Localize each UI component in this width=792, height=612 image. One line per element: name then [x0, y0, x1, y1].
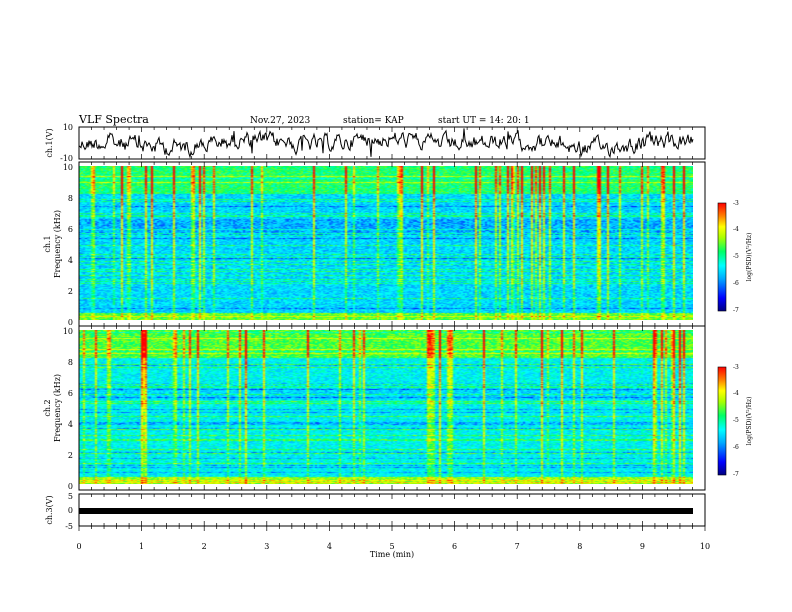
ch1-cb-tick-m7: -7 [733, 307, 739, 314]
ch1-spec-ytick-10: 10 [63, 163, 73, 172]
xtick-6: 6 [452, 542, 457, 551]
ch2-cb-tick-m6: -6 [733, 444, 739, 451]
xtick-7: 7 [515, 542, 520, 551]
ch2-spec-ylabel: Frequency (kHz) [53, 374, 62, 442]
ch2-spec-ytick-4: 4 [68, 420, 73, 429]
ch1-ytick-bottom: -10 [60, 154, 73, 163]
ch1-spectrogram-image [79, 166, 693, 320]
date-label: Nov.27, 2023 [250, 116, 311, 126]
ch3-ytick-m5: -5 [65, 522, 73, 531]
ch2-spec-ytick-0: 0 [68, 482, 73, 491]
ch2-spec-channel-label: ch.2 [43, 399, 52, 416]
x-axis-label: Time (min) [370, 550, 414, 559]
ch1-spec-ytick-2: 2 [68, 287, 73, 296]
ch1-spec-channel-label: ch.1 [43, 235, 52, 252]
ch1-spec-ytick-4: 4 [68, 256, 73, 265]
ch3-ytick-5: 5 [68, 492, 73, 501]
ch1-waveform-panel: 10 -10 ch.1(V) [45, 123, 706, 163]
ch2-cb-tick-m7: -7 [733, 471, 739, 478]
x-axis: 0 1 2 3 4 5 6 7 8 9 10 Time (min) [76, 542, 710, 559]
xtick-0: 0 [76, 542, 81, 551]
xtick-9: 9 [640, 542, 645, 551]
ch1-spectrogram-panel: 10 8 6 4 2 0 ch.1 Frequency (kHz) -3 -4 … [43, 161, 753, 327]
xtick-1: 1 [139, 542, 144, 551]
ch1-waveform-line [79, 128, 694, 159]
ch1-spec-ytick-0: 0 [68, 318, 73, 327]
ch1-spec-ytick-8: 8 [68, 194, 73, 203]
xtick-10: 10 [700, 542, 710, 551]
ch2-spec-ytick-6: 6 [68, 389, 73, 398]
figure-title: VLF Spectra [78, 113, 149, 126]
ch1-cb-tick-m6: -6 [733, 280, 739, 287]
ch1-waveform-ylabel: ch.1(V) [45, 128, 54, 157]
ch3-waveform-trace [79, 508, 693, 514]
start-time-label: start UT = 14: 20: 1 [438, 116, 530, 126]
xtick-3: 3 [264, 542, 269, 551]
ch2-spec-ytick-10: 10 [63, 327, 73, 336]
ch1-spec-ylabel: Frequency (kHz) [53, 210, 62, 278]
ch1-waveform-frame [78, 126, 706, 160]
ch2-spec-ytick-8: 8 [68, 358, 73, 367]
ch1-colorbar [717, 202, 727, 312]
ch3-waveform-ylabel: ch.3(V) [45, 495, 54, 524]
ch1-spec-ytick-6: 6 [68, 225, 73, 234]
xtick-8: 8 [577, 542, 582, 551]
ch2-colorbar-label: log(PSD)(V²/Hz) [746, 397, 753, 446]
ch2-spec-ytick-2: 2 [68, 451, 73, 460]
ch2-cb-tick-m4: -4 [733, 390, 739, 397]
ch1-cb-tick-m3: -3 [733, 200, 739, 207]
ch1-ytick-top: 10 [63, 123, 73, 132]
ch2-spectrogram-image [79, 330, 693, 484]
ch2-cb-tick-m5: -5 [733, 417, 739, 424]
axis-ticks [78, 127, 706, 531]
ch3-waveform-panel: 5 0 -5 ch.3(V) [45, 492, 706, 531]
ch2-colorbar [717, 366, 727, 476]
xtick-5: 5 [389, 542, 394, 551]
ch1-cb-tick-m4: -4 [733, 226, 739, 233]
ch2-cb-tick-m3: -3 [733, 364, 739, 371]
ch2-spectrogram-panel: 10 8 6 4 2 0 ch.2 Frequency (kHz) -3 -4 … [43, 325, 753, 491]
xtick-4: 4 [327, 542, 332, 551]
ch1-colorbar-label: log(PSD)(V²/Hz) [746, 233, 753, 282]
station-label: station= KAP [343, 116, 404, 126]
ch3-ytick-0: 0 [68, 506, 73, 515]
ch1-cb-tick-m5: -5 [733, 253, 739, 260]
xtick-2: 2 [202, 542, 207, 551]
